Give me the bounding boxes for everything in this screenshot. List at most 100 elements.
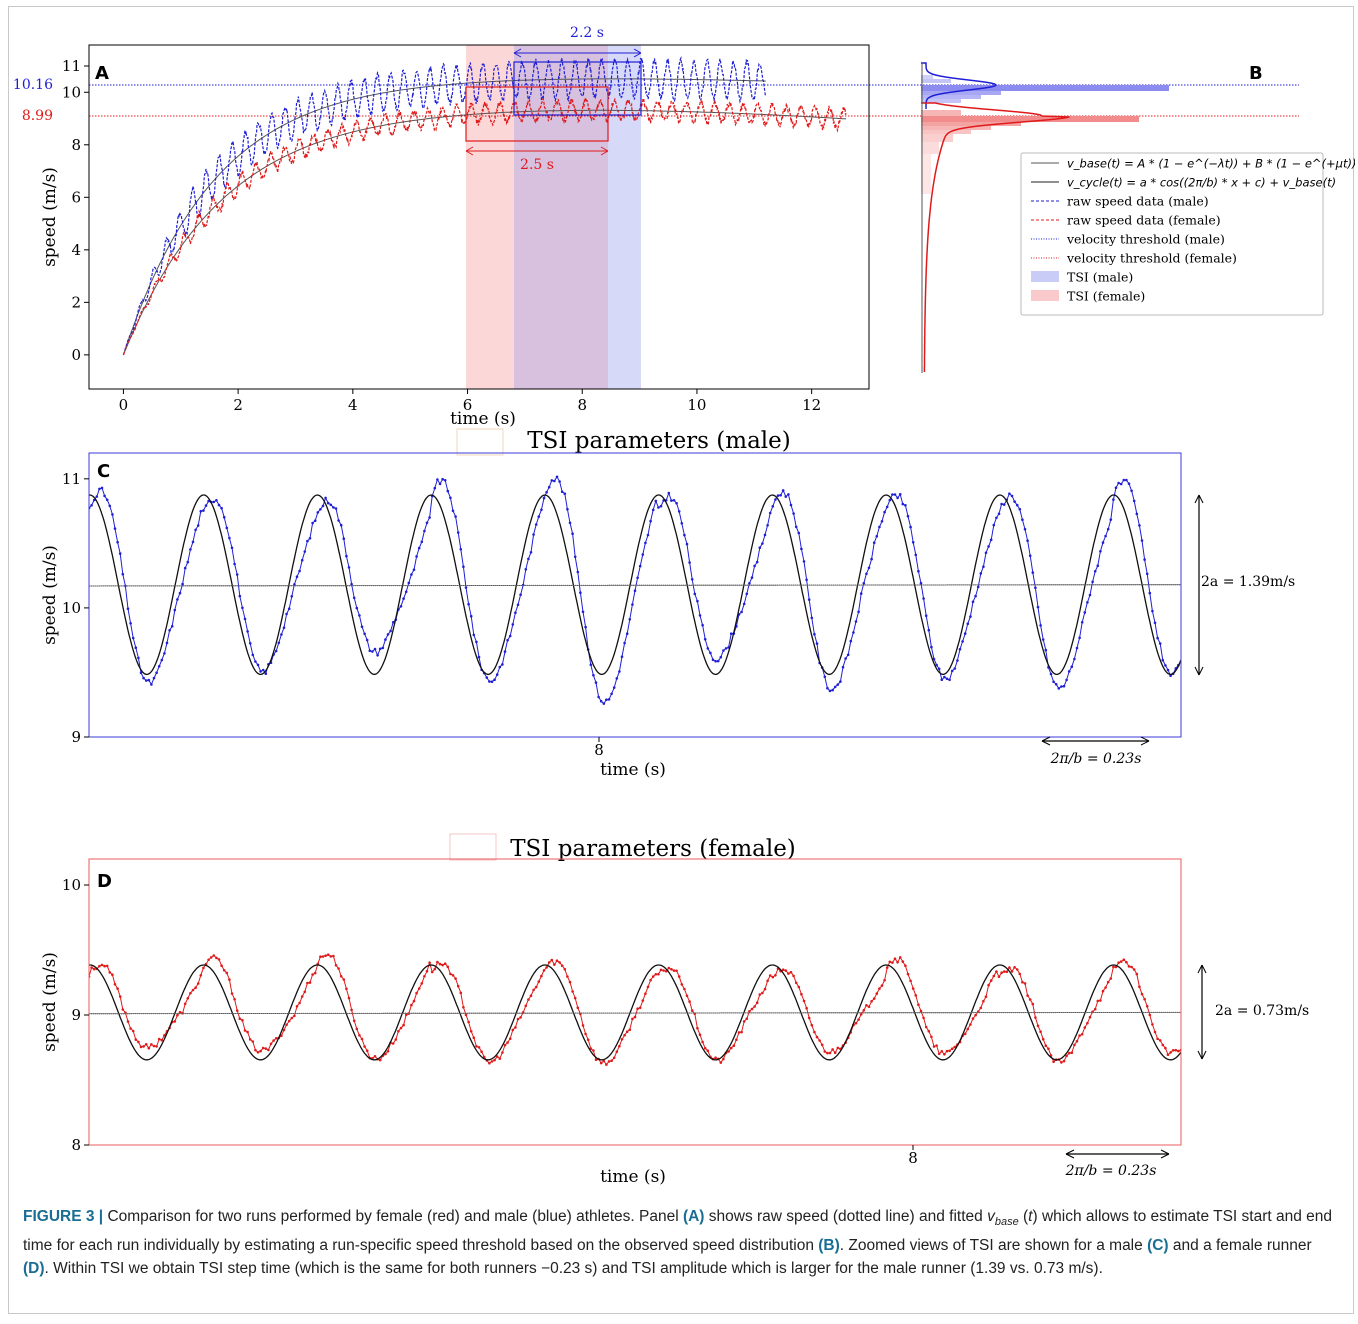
raw-speed-point [202, 509, 205, 512]
raw-speed-point [498, 665, 502, 669]
raw-speed-point [368, 649, 372, 653]
raw-speed-point [472, 633, 476, 637]
raw-speed-point [787, 493, 790, 496]
raw-speed-point [807, 1016, 811, 1020]
raw-speed-point [269, 1042, 273, 1046]
raw-speed-point [1018, 507, 1022, 511]
raw-speed-point [649, 519, 652, 523]
raw-speed-point [620, 1038, 624, 1041]
raw-speed-point [381, 646, 385, 650]
raw-speed-point [885, 505, 889, 509]
raw-speed-point [488, 1061, 491, 1065]
raw-speed-point [189, 548, 192, 551]
raw-speed-point [412, 568, 416, 571]
caption-fragment: . Within TSI we obtain TSI step time (wh… [44, 1260, 1103, 1278]
raw-speed-point [217, 958, 221, 961]
y-tick-label: 4 [71, 241, 81, 259]
raw-speed-point [932, 657, 936, 661]
raw-speed-point [332, 506, 335, 509]
raw-speed-point [508, 1037, 512, 1040]
panel-c-xlabel: time (s) [600, 760, 666, 780]
raw-speed-point [449, 972, 452, 976]
raw-speed-point [1099, 550, 1102, 553]
raw-speed-point [251, 1040, 255, 1043]
raw-speed-point [459, 991, 463, 995]
raw-speed-point [560, 964, 564, 967]
raw-speed-point [719, 655, 723, 659]
legend-label: velocity threshold (male) [1066, 232, 1225, 247]
raw-speed-point [1010, 970, 1014, 973]
raw-speed-point [675, 969, 678, 973]
raw-speed-point [857, 610, 860, 614]
panel-c-title-marker [456, 428, 504, 456]
raw-speed-point [230, 992, 234, 995]
raw-speed-point [386, 633, 390, 636]
raw-speed-point [1145, 572, 1149, 576]
raw-speed-point [563, 967, 567, 971]
raw-speed-point [859, 592, 863, 595]
raw-speed-point [139, 1045, 143, 1049]
raw-speed-point [1075, 646, 1079, 650]
raw-speed-point [774, 498, 777, 501]
raw-speed-point [254, 660, 257, 663]
raw-speed-point [854, 620, 858, 623]
raw-speed-point [638, 1006, 642, 1010]
raw-speed-point [646, 985, 650, 989]
raw-speed-point [696, 599, 699, 603]
raw-speed-point [1096, 999, 1100, 1003]
raw-speed-point [194, 528, 197, 532]
raw-speed-point [1130, 965, 1133, 969]
raw-speed-point [183, 566, 187, 570]
raw-speed-point [534, 985, 538, 989]
amp-c-label: 2a = 1.39m/s [1201, 574, 1295, 590]
raw-speed-point [740, 610, 743, 614]
raw-speed-point [337, 519, 340, 522]
raw-speed-point [831, 1048, 834, 1051]
raw-speed-point [688, 1000, 691, 1003]
raw-speed-point [605, 698, 608, 701]
raw-speed-point [605, 1063, 608, 1066]
raw-speed-point [1073, 1043, 1076, 1047]
raw-speed-point [402, 597, 405, 600]
raw-speed-point [355, 1027, 359, 1031]
raw-speed-point [103, 964, 106, 968]
caption-fragment: (A) [682, 1208, 705, 1225]
raw-speed-point [1117, 481, 1120, 485]
raw-speed-point [599, 1061, 603, 1065]
raw-speed-point [527, 998, 530, 1001]
raw-speed-point [984, 995, 988, 998]
raw-speed-point [111, 973, 114, 976]
caption-fragment: t [1028, 1208, 1033, 1225]
panel-b-letter: B [1249, 63, 1263, 84]
raw-speed-point [264, 672, 268, 675]
raw-speed-point [1067, 1051, 1071, 1055]
raw-speed-point [950, 1047, 954, 1050]
raw-speed-point [277, 641, 281, 645]
raw-speed-point [670, 499, 673, 502]
raw-speed-point [945, 1049, 949, 1053]
raw-speed-point [568, 521, 572, 525]
caption-fragment: . Zoomed views of TSI are shown for a ma… [839, 1237, 1148, 1255]
raw-speed-point [1034, 586, 1037, 590]
raw-speed-point [651, 975, 655, 978]
raw-speed-point [914, 994, 918, 997]
raw-speed-point [131, 636, 135, 640]
y-tick-label: 9 [71, 1006, 81, 1024]
histogram-bar [921, 95, 981, 99]
raw-speed-point [443, 479, 447, 482]
caption-fragment: Comparison for two runs performed by fem… [103, 1208, 683, 1225]
raw-speed-point [1119, 960, 1123, 963]
raw-speed-point [709, 651, 712, 655]
raw-speed-point [771, 975, 775, 979]
x-tick-label: 4 [348, 396, 358, 414]
raw-speed-point [404, 590, 408, 594]
raw-speed-point [334, 964, 338, 967]
raw-speed-point [1088, 593, 1092, 597]
raw-speed-point [646, 533, 650, 537]
raw-speed-point [311, 521, 314, 525]
raw-speed-point [391, 1042, 395, 1045]
raw-speed-point [420, 982, 424, 985]
raw-speed-point [105, 964, 109, 968]
raw-speed-point [722, 1057, 725, 1061]
raw-speed-point [1039, 1030, 1042, 1033]
